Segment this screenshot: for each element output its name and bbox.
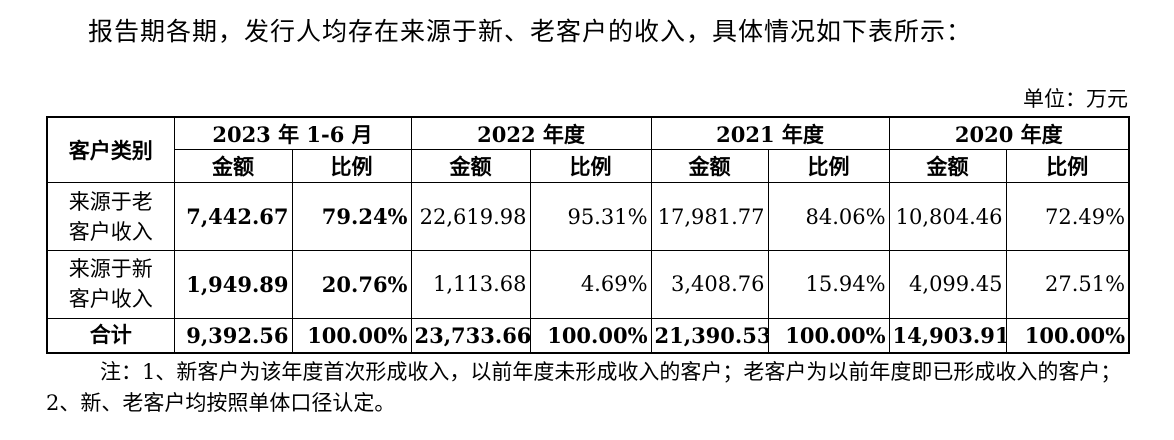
header-ratio: 比例: [767, 149, 890, 184]
cell-amount: 22,619.98: [410, 182, 531, 251]
header-amount: 金额: [173, 149, 293, 184]
header-row-periods: 客户类别 2023 年 1-6 月 2022 年度 2021 年度 2020 年…: [46, 116, 1131, 184]
unit-label: 单位：万元: [1023, 87, 1128, 111]
cell-ratio: 100.00%: [767, 317, 890, 354]
row-label: 来源于老 客户收入: [46, 182, 175, 251]
header-period: 2021 年度: [650, 116, 890, 151]
cell-amount: 21,390.53: [650, 317, 769, 354]
row-label: 来源于新 客户收入: [46, 249, 175, 319]
cell-ratio: 84.06%: [767, 182, 890, 251]
header-period: 2020 年度: [888, 116, 1131, 151]
header-ratio: 比例: [291, 149, 412, 184]
header-period: 2022 年度: [410, 116, 652, 151]
cell-amount: 4,099.45: [888, 249, 1007, 319]
row-label-line: 来源于老: [68, 189, 153, 214]
cell-amount: 1,949.89: [173, 249, 293, 319]
table-row: 来源于新 客户收入 1,949.89 20.76% 1,113.68 4.69%…: [46, 249, 1131, 319]
row-label-total: 合计: [46, 317, 175, 354]
header-period: 2023 年 1-6 月: [173, 116, 412, 151]
cell-amount: 7,442.67: [173, 182, 293, 251]
cell-ratio: 100.00%: [291, 317, 412, 354]
cell-ratio: 4.69%: [529, 249, 652, 319]
cell-ratio: 15.94%: [767, 249, 890, 319]
total-row: 合计 9,392.56 100.00% 23,733.66 100.00% 21…: [46, 317, 1131, 354]
cell-ratio: 100.00%: [529, 317, 652, 354]
header-amount: 金额: [650, 149, 769, 184]
row-label-line: 来源于新: [68, 257, 153, 282]
cell-amount: 10,804.46: [888, 182, 1007, 251]
cell-ratio: 79.24%: [291, 182, 412, 251]
cell-ratio: 27.51%: [1005, 249, 1131, 319]
cell-amount: 14,903.91: [888, 317, 1007, 354]
header-ratio: 比例: [1005, 149, 1131, 184]
header-category: 客户类别: [46, 116, 175, 184]
cell-ratio: 95.31%: [529, 182, 652, 251]
cell-ratio: 72.49%: [1005, 182, 1131, 251]
intro-paragraph: 报告期各期，发行人均存在来源于新、老客户的收入，具体情况如下表所示：: [88, 17, 973, 46]
cell-amount: 3,408.76: [650, 249, 769, 319]
footnote: 注：1、新客户为该年度首次形成收入，以前年度未形成收入的客户；老客户为以前年度即…: [46, 360, 1122, 415]
header-amount: 金额: [888, 149, 1007, 184]
cell-amount: 23,733.66: [410, 317, 531, 354]
header-ratio: 比例: [529, 149, 652, 184]
row-label-line: 客户收入: [68, 287, 153, 312]
cell-amount: 17,981.77: [650, 182, 769, 251]
cell-amount: 1,113.68: [410, 249, 531, 319]
cell-ratio: 100.00%: [1005, 317, 1131, 354]
header-row-metrics: 金额 比例 金额 比例 金额 比例 金额 比例: [47, 149, 1131, 184]
row-label-line: 客户收入: [68, 219, 153, 244]
header-amount: 金额: [410, 149, 531, 184]
cell-amount: 9,392.56: [173, 317, 293, 354]
table-row: 来源于老 客户收入 7,442.67 79.24% 22,619.98 95.3…: [46, 182, 1131, 251]
cell-ratio: 20.76%: [291, 249, 412, 319]
revenue-table: 客户类别 2023 年 1-6 月 2022 年度 2021 年度 2020 年…: [46, 116, 1131, 354]
